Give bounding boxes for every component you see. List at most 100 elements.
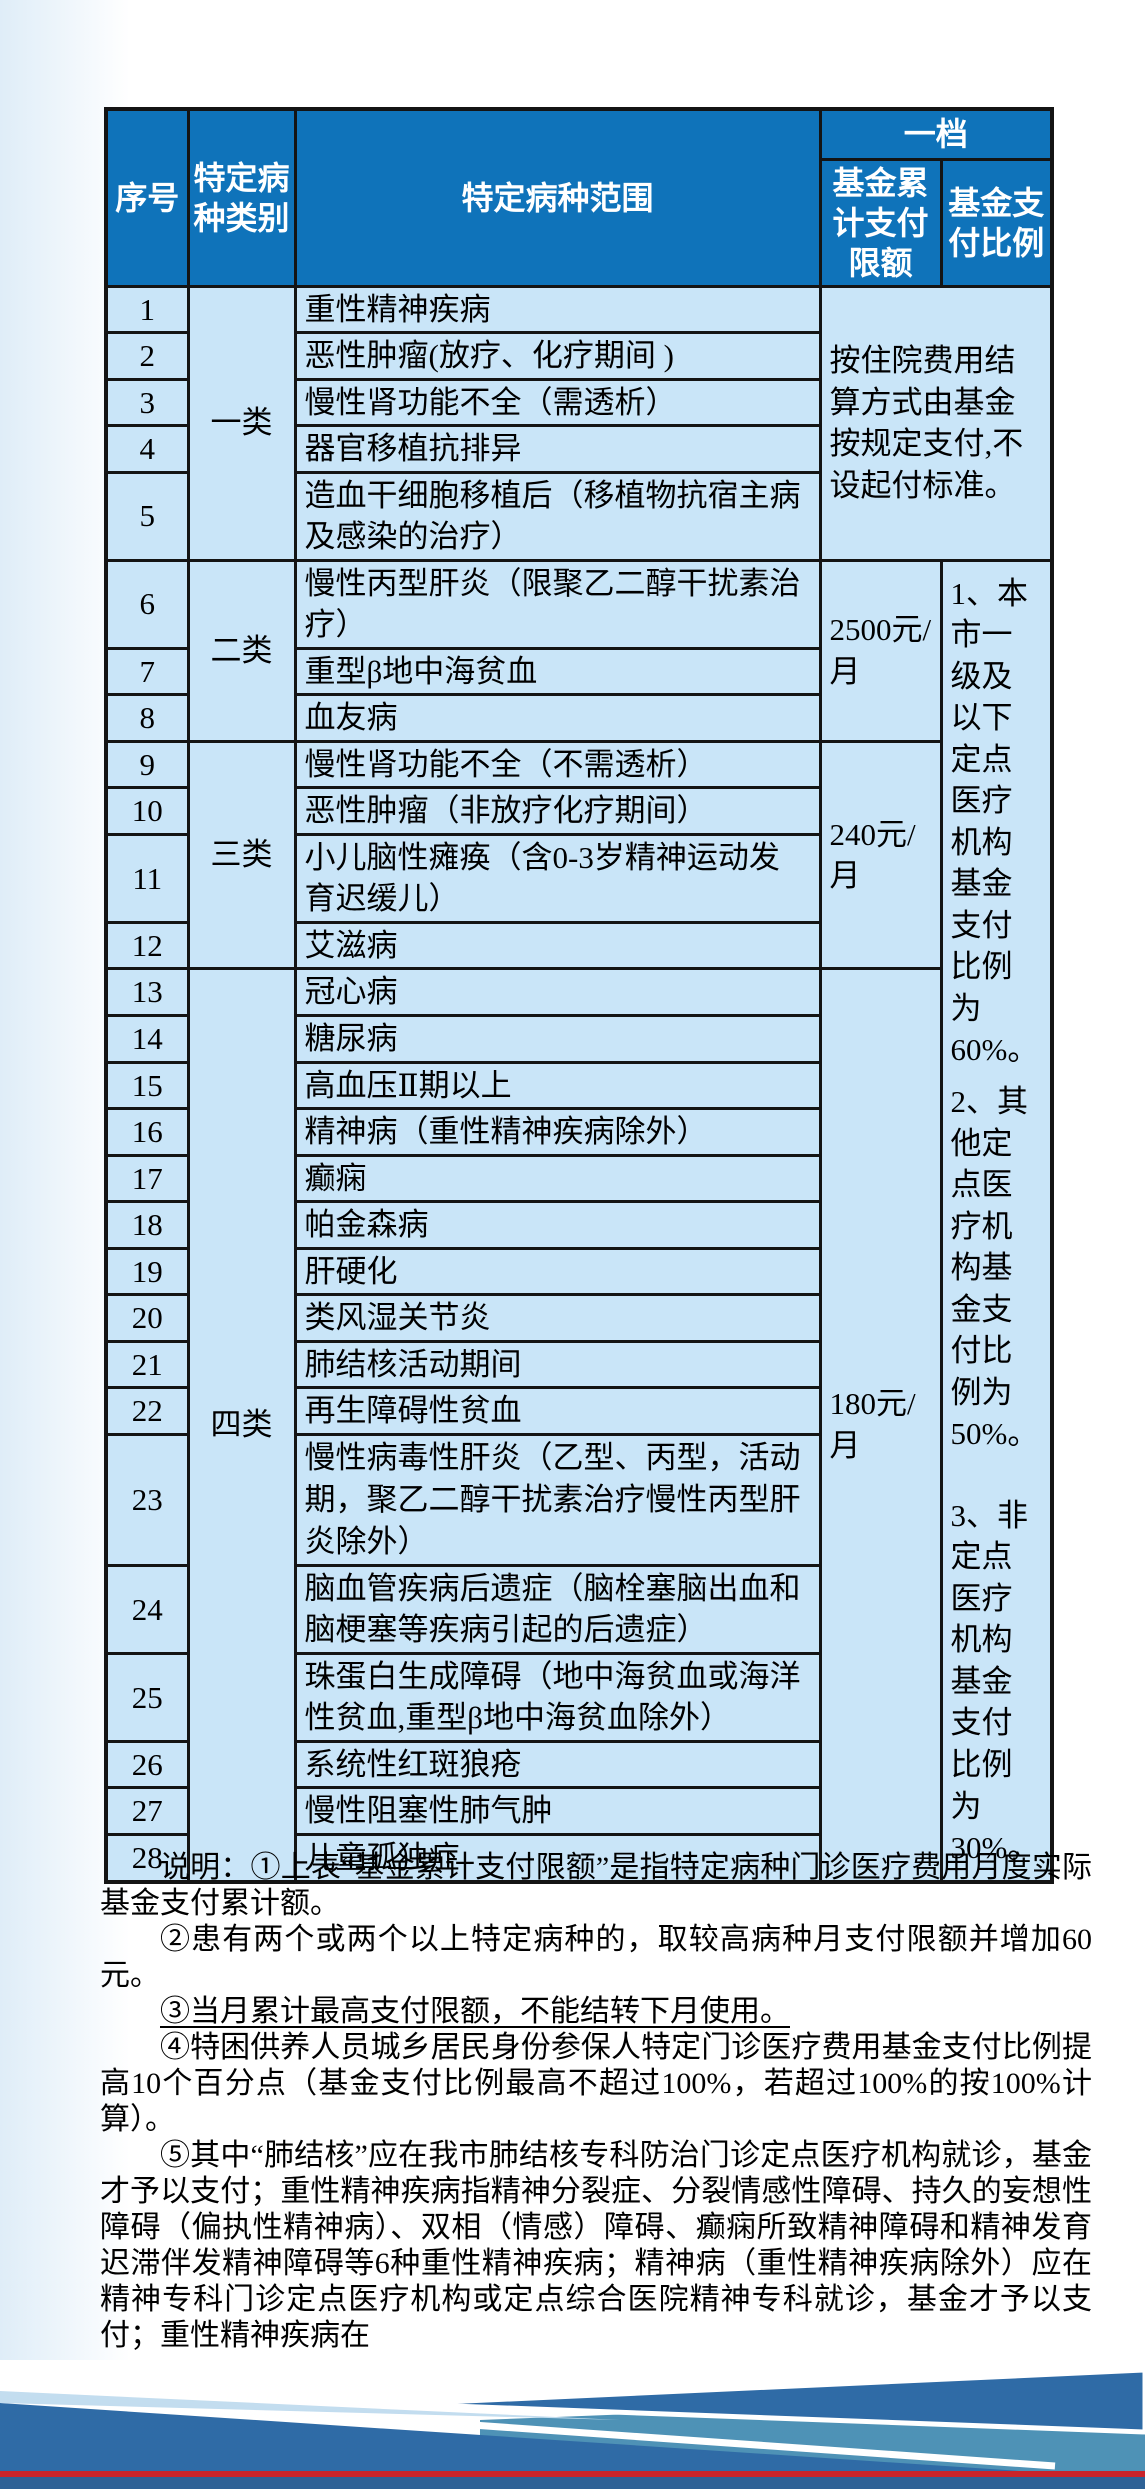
table-row: 26 系统性红斑狼疮 [104, 1739, 1052, 1790]
row-number-cell: 16 [104, 1107, 190, 1157]
table-row: 23 慢性病毒性肝炎（乙型、丙型，活动期，聚乙二醇干扰素治疗慢性丙型肝炎除外） [104, 1432, 1052, 1567]
explanatory-notes: 说明：①上表“基金累计支付限额”是指特定病种门诊医疗费用月度实际基金支付累计额。… [100, 1850, 1092, 2354]
row-number-cell: 18 [104, 1200, 190, 1250]
row-number-cell: 6 [104, 558, 190, 650]
table-row: 5 造血干细胞移植后（移植物抗宿主病及感染的治疗） [104, 470, 1052, 562]
note-2: ②患有两个或两个以上特定病种的，取较高病种月支付限额并增加60元。 [100, 1923, 1092, 1992]
payment-rule-cell-class1: 按住院费用结算方式由基金按规定支付,不设起付标准。 [818, 284, 1054, 562]
special-disease-table: 序号 特定病种类别 特定病种范围 一档 基金累计支付限额 基金支付比例 1 一类… [104, 107, 1055, 1884]
table-row: 11 小儿脑性瘫痪（含0-3岁精神运动发育迟缓儿） [104, 832, 1052, 924]
row-number-cell: 27 [104, 1786, 190, 1836]
row-number-cell: 21 [104, 1339, 190, 1390]
table-row: 13 四类 冠心病 180元/月 [104, 967, 1052, 1883]
ratio-note-1: 1、本市一级及以下定点医疗机构基金支付比例为60%。 [950, 575, 1039, 1068]
disease-name-cell: 恶性肿瘤（非放疗化疗期间） [293, 786, 822, 836]
disease-name-cell: 慢性阻塞性肺气肿 [293, 1786, 822, 1836]
row-number-cell: 8 [104, 693, 190, 743]
disease-name-cell: 儿童孤独症 [293, 1832, 822, 1884]
disease-name-cell: 重性精神疾病 [293, 284, 822, 335]
note-1: 说明：①上表“基金累计支付限额”是指特定病种门诊医疗费用月度实际基金支付累计额。 [100, 1851, 1092, 1920]
disease-name-cell: 高血压Ⅱ期以上 [293, 1060, 822, 1111]
table-row: 10 恶性肿瘤（非放疗化疗期间） [104, 786, 1052, 836]
table-row: 20 类风湿关节炎 [104, 1293, 1052, 1343]
limit-cell-class3: 240元/月 [818, 739, 943, 971]
row-number-cell: 17 [104, 1153, 190, 1204]
disease-name-cell: 珠蛋白生成障碍（地中海贫血或海洋性贫血,重型β地中海贫血除外） [293, 1651, 822, 1743]
disease-name-cell: 肺结核活动期间 [293, 1339, 822, 1390]
table-row: 15 高血压Ⅱ期以上 [104, 1060, 1052, 1111]
row-number-cell: 9 [104, 739, 190, 790]
row-number-cell: 2 [104, 331, 190, 381]
row-number-cell: 11 [104, 832, 190, 924]
column-header-ratio: 基金支付比例 [939, 157, 1054, 288]
table-row: 1 一类 重性精神疾病 按住院费用结算方式由基金按规定支付,不设起付标准。 [104, 284, 1054, 562]
disease-name-cell: 慢性丙型肝炎（限聚乙二醇干扰素治疗） [293, 558, 822, 650]
row-number-cell: 14 [104, 1014, 190, 1064]
note-4: ④特困供养人员城乡居民身份参保人特定门诊医疗费用基金支付比例提高10个百分点（基… [100, 2031, 1092, 2136]
table-row: 27 慢性阻塞性肺气肿 [104, 1786, 1052, 1836]
category-cell-class4: 四类 [186, 967, 297, 1883]
ratio-note-2: 2、其他定点医疗机构基金支付比例为50%。 [950, 1084, 1039, 1452]
table-row: 16 精神病（重性精神疾病除外） [104, 1107, 1052, 1157]
row-number-cell: 15 [104, 1060, 190, 1111]
column-header-seq: 序号 [104, 107, 190, 288]
disease-name-cell: 慢性肾功能不全（不需透析） [293, 739, 822, 790]
row-number-cell: 5 [104, 470, 190, 562]
disease-name-cell: 类风湿关节炎 [293, 1293, 822, 1343]
disease-name-cell: 脑血管疾病后遗症（脑栓塞脑出血和脑梗塞等疾病引起的后遗症） [293, 1563, 822, 1655]
note-3-underlined: ③当月累计最高支付限额，不能结转下月使用。 [160, 1995, 790, 2028]
row-number-cell: 20 [104, 1293, 190, 1343]
table-row: 28 儿童孤独症 [104, 1832, 1052, 1884]
disease-name-cell: 艾滋病 [293, 920, 822, 971]
disease-name-cell: 小儿脑性瘫痪（含0-3岁精神运动发育迟缓儿） [293, 832, 822, 924]
table-row: 4 器官移植抗排异 [104, 424, 1052, 474]
table-row: 18 帕金森病 [104, 1200, 1052, 1250]
disease-name-cell: 造血干细胞移植后（移植物抗宿主病及感染的治疗） [293, 470, 822, 562]
category-cell-class1: 一类 [186, 284, 297, 562]
row-number-cell: 7 [104, 646, 190, 697]
table-row: 24 脑血管疾病后遗症（脑栓塞脑出血和脑梗塞等疾病引起的后遗症） [104, 1563, 1052, 1655]
footer-graphic [0, 2360, 1145, 2489]
disease-name-cell: 帕金森病 [293, 1200, 822, 1250]
table-row: 21 肺结核活动期间 [104, 1339, 1052, 1390]
table-row: 2 恶性肿瘤(放疗、化疗期间 ) [104, 331, 1052, 381]
table-row: 22 再生障碍性贫血 [104, 1386, 1052, 1436]
row-number-cell: 13 [104, 967, 190, 1017]
disease-name-cell: 冠心病 [293, 967, 822, 1017]
disease-name-cell: 精神病（重性精神疾病除外） [293, 1107, 822, 1157]
row-number-cell: 3 [104, 377, 190, 428]
column-header-category: 特定病种类别 [186, 107, 297, 288]
disease-name-cell: 恶性肿瘤(放疗、化疗期间 ) [293, 331, 822, 381]
category-cell-class2: 二类 [186, 558, 297, 743]
note-5: ⑤其中“肺结核”应在我市肺结核专科防治门诊定点医疗机构就诊，基金才予以支付；重性… [100, 2139, 1092, 2352]
row-number-cell: 25 [104, 1651, 190, 1743]
column-header-limit: 基金累计支付限额 [818, 157, 943, 288]
disease-name-cell: 慢性肾功能不全（需透析） [293, 377, 822, 428]
table-row: 7 重型β地中海贫血 [104, 646, 1052, 697]
row-number-cell: 22 [104, 1386, 190, 1436]
row-number-cell: 12 [104, 920, 190, 971]
table-row: 19 肝硬化 [104, 1246, 1052, 1297]
limit-cell-class4: 180元/月 [818, 967, 943, 1883]
table-row: 14 糖尿病 [104, 1014, 1052, 1064]
category-cell-class3: 三类 [186, 739, 297, 971]
table-row: 17 癫痫 [104, 1153, 1052, 1204]
ratio-note-3: 3、非定点医疗机构基金支付比例为30%。 [950, 1497, 1039, 1866]
table-row: 9 三类 慢性肾功能不全（不需透析） 240元/月 [104, 739, 1052, 971]
row-number-cell: 26 [104, 1739, 190, 1790]
ratio-note-cell: 1、本市一级及以下定点医疗机构基金支付比例为60%。 2、其他定点医疗机构基金支… [939, 558, 1054, 1884]
row-number-cell: 10 [104, 786, 190, 836]
disease-name-cell: 重型β地中海贫血 [293, 646, 822, 697]
disease-name-cell: 癫痫 [293, 1153, 822, 1204]
row-number-cell: 24 [104, 1563, 190, 1655]
row-number-cell: 23 [104, 1432, 190, 1567]
table-row: 25 珠蛋白生成障碍（地中海贫血或海洋性贫血,重型β地中海贫血除外） [104, 1651, 1052, 1743]
table-row: 8 血友病 [104, 693, 1052, 743]
table-row: 3 慢性肾功能不全（需透析） [104, 377, 1052, 428]
column-header-scope: 特定病种范围 [293, 107, 822, 288]
disease-name-cell: 系统性红斑狼疮 [293, 1739, 822, 1790]
disease-name-cell: 慢性病毒性肝炎（乙型、丙型，活动期，聚乙二醇干扰素治疗慢性丙型肝炎除外） [293, 1432, 822, 1567]
disease-name-cell: 糖尿病 [293, 1014, 822, 1064]
row-number-cell: 1 [104, 284, 190, 335]
table-row: 6 二类 慢性丙型肝炎（限聚乙二醇干扰素治疗） 2500元/月 1、本市一级及以… [104, 558, 1054, 1884]
